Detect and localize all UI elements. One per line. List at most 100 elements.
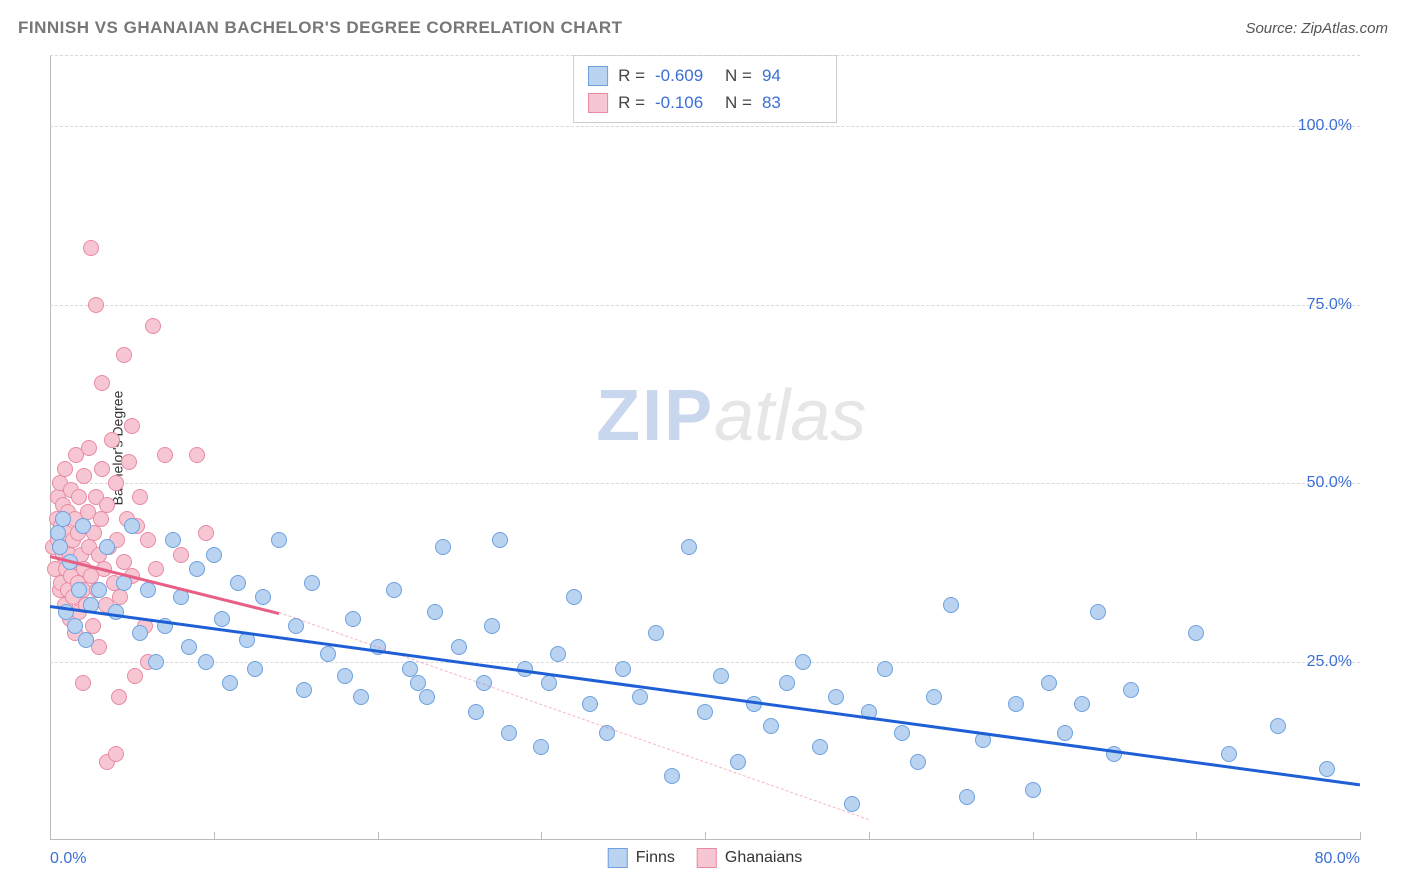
scatter-point-finns bbox=[386, 582, 402, 598]
scatter-point-finns bbox=[427, 604, 443, 620]
watermark-zip: ZIP bbox=[596, 376, 714, 456]
chart-area: Bachelor's Degree ZIPatlas R =-0.609N =9… bbox=[50, 55, 1360, 840]
scatter-point-ghanaians bbox=[88, 297, 104, 313]
scatter-point-ghanaians bbox=[189, 447, 205, 463]
scatter-point-finns bbox=[779, 675, 795, 691]
swatch-finns bbox=[588, 66, 608, 86]
x-axis-start-label: 0.0% bbox=[50, 850, 86, 868]
scatter-point-finns bbox=[214, 611, 230, 627]
scatter-point-ghanaians bbox=[132, 489, 148, 505]
swatch-ghanaians bbox=[588, 93, 608, 113]
scatter-point-finns bbox=[353, 689, 369, 705]
scatter-point-finns bbox=[910, 754, 926, 770]
scatter-point-finns bbox=[926, 689, 942, 705]
scatter-point-finns bbox=[99, 539, 115, 555]
source-attribution: Source: ZipAtlas.com bbox=[1245, 20, 1388, 37]
scatter-point-finns bbox=[419, 689, 435, 705]
scatter-point-finns bbox=[181, 639, 197, 655]
x-tick bbox=[1033, 832, 1034, 840]
y-axis-line bbox=[50, 55, 51, 840]
scatter-point-finns bbox=[582, 696, 598, 712]
scatter-point-finns bbox=[337, 668, 353, 684]
scatter-point-finns bbox=[247, 661, 263, 677]
scatter-point-finns bbox=[71, 582, 87, 598]
scatter-point-finns bbox=[812, 739, 828, 755]
scatter-point-finns bbox=[1074, 696, 1090, 712]
chart-title: FINNISH VS GHANAIAN BACHELOR'S DEGREE CO… bbox=[18, 18, 623, 38]
scatter-point-ghanaians bbox=[93, 511, 109, 527]
scatter-point-finns bbox=[255, 589, 271, 605]
n-label: N = bbox=[725, 62, 752, 89]
gridline bbox=[50, 305, 1360, 306]
scatter-point-ghanaians bbox=[173, 547, 189, 563]
scatter-point-finns bbox=[1041, 675, 1057, 691]
scatter-point-finns bbox=[67, 618, 83, 634]
scatter-point-ghanaians bbox=[127, 668, 143, 684]
scatter-point-finns bbox=[132, 625, 148, 641]
swatch-finns bbox=[608, 848, 628, 868]
scatter-point-finns bbox=[1270, 718, 1286, 734]
n-value: 83 bbox=[762, 89, 822, 116]
x-tick bbox=[869, 832, 870, 840]
watermark: ZIPatlas bbox=[596, 375, 866, 457]
r-label: R = bbox=[618, 62, 645, 89]
scatter-point-ghanaians bbox=[121, 454, 137, 470]
scatter-point-finns bbox=[230, 575, 246, 591]
scatter-point-finns bbox=[1188, 625, 1204, 641]
scatter-point-finns bbox=[795, 654, 811, 670]
scatter-point-ghanaians bbox=[145, 318, 161, 334]
n-value: 94 bbox=[762, 62, 822, 89]
scatter-point-ghanaians bbox=[157, 447, 173, 463]
scatter-point-finns bbox=[484, 618, 500, 634]
legend-label: Finns bbox=[636, 849, 675, 867]
scatter-point-finns bbox=[894, 725, 910, 741]
scatter-point-finns bbox=[615, 661, 631, 677]
scatter-point-finns bbox=[222, 675, 238, 691]
stats-row-ghanaians: R =-0.106N =83 bbox=[588, 89, 822, 116]
y-tick-label: 100.0% bbox=[1298, 117, 1352, 135]
stats-row-finns: R =-0.609N =94 bbox=[588, 62, 822, 89]
scatter-point-finns bbox=[304, 575, 320, 591]
scatter-point-finns bbox=[345, 611, 361, 627]
x-tick bbox=[1360, 832, 1361, 840]
scatter-point-finns bbox=[1090, 604, 1106, 620]
scatter-point-ghanaians bbox=[76, 468, 92, 484]
x-tick bbox=[378, 832, 379, 840]
x-tick bbox=[705, 832, 706, 840]
scatter-point-ghanaians bbox=[99, 497, 115, 513]
scatter-point-finns bbox=[877, 661, 893, 677]
scatter-point-finns bbox=[55, 511, 71, 527]
gridline bbox=[50, 662, 1360, 663]
scatter-plot: ZIPatlas R =-0.609N =94R =-0.106N =83 25… bbox=[50, 55, 1360, 840]
chart-header: FINNISH VS GHANAIAN BACHELOR'S DEGREE CO… bbox=[18, 18, 1388, 38]
trend-line bbox=[279, 612, 869, 820]
scatter-point-finns bbox=[148, 654, 164, 670]
scatter-point-finns bbox=[451, 639, 467, 655]
scatter-point-ghanaians bbox=[75, 675, 91, 691]
scatter-point-finns bbox=[501, 725, 517, 741]
r-value: -0.106 bbox=[655, 89, 715, 116]
scatter-point-finns bbox=[943, 597, 959, 613]
scatter-point-ghanaians bbox=[94, 375, 110, 391]
watermark-atlas: atlas bbox=[714, 376, 866, 456]
scatter-point-ghanaians bbox=[116, 347, 132, 363]
scatter-point-finns bbox=[198, 654, 214, 670]
scatter-point-finns bbox=[91, 582, 107, 598]
legend-label: Ghanaians bbox=[725, 849, 802, 867]
legend-item-finns: Finns bbox=[608, 848, 675, 868]
scatter-point-finns bbox=[730, 754, 746, 770]
scatter-point-finns bbox=[320, 646, 336, 662]
scatter-point-ghanaians bbox=[108, 475, 124, 491]
swatch-ghanaians bbox=[697, 848, 717, 868]
scatter-point-finns bbox=[1221, 746, 1237, 762]
scatter-point-finns bbox=[78, 632, 94, 648]
scatter-point-ghanaians bbox=[111, 689, 127, 705]
scatter-point-ghanaians bbox=[198, 525, 214, 541]
scatter-point-ghanaians bbox=[108, 746, 124, 762]
scatter-point-finns bbox=[140, 582, 156, 598]
scatter-point-finns bbox=[664, 768, 680, 784]
n-label: N = bbox=[725, 89, 752, 116]
gridline bbox=[50, 483, 1360, 484]
x-tick bbox=[1196, 832, 1197, 840]
scatter-point-finns bbox=[296, 682, 312, 698]
